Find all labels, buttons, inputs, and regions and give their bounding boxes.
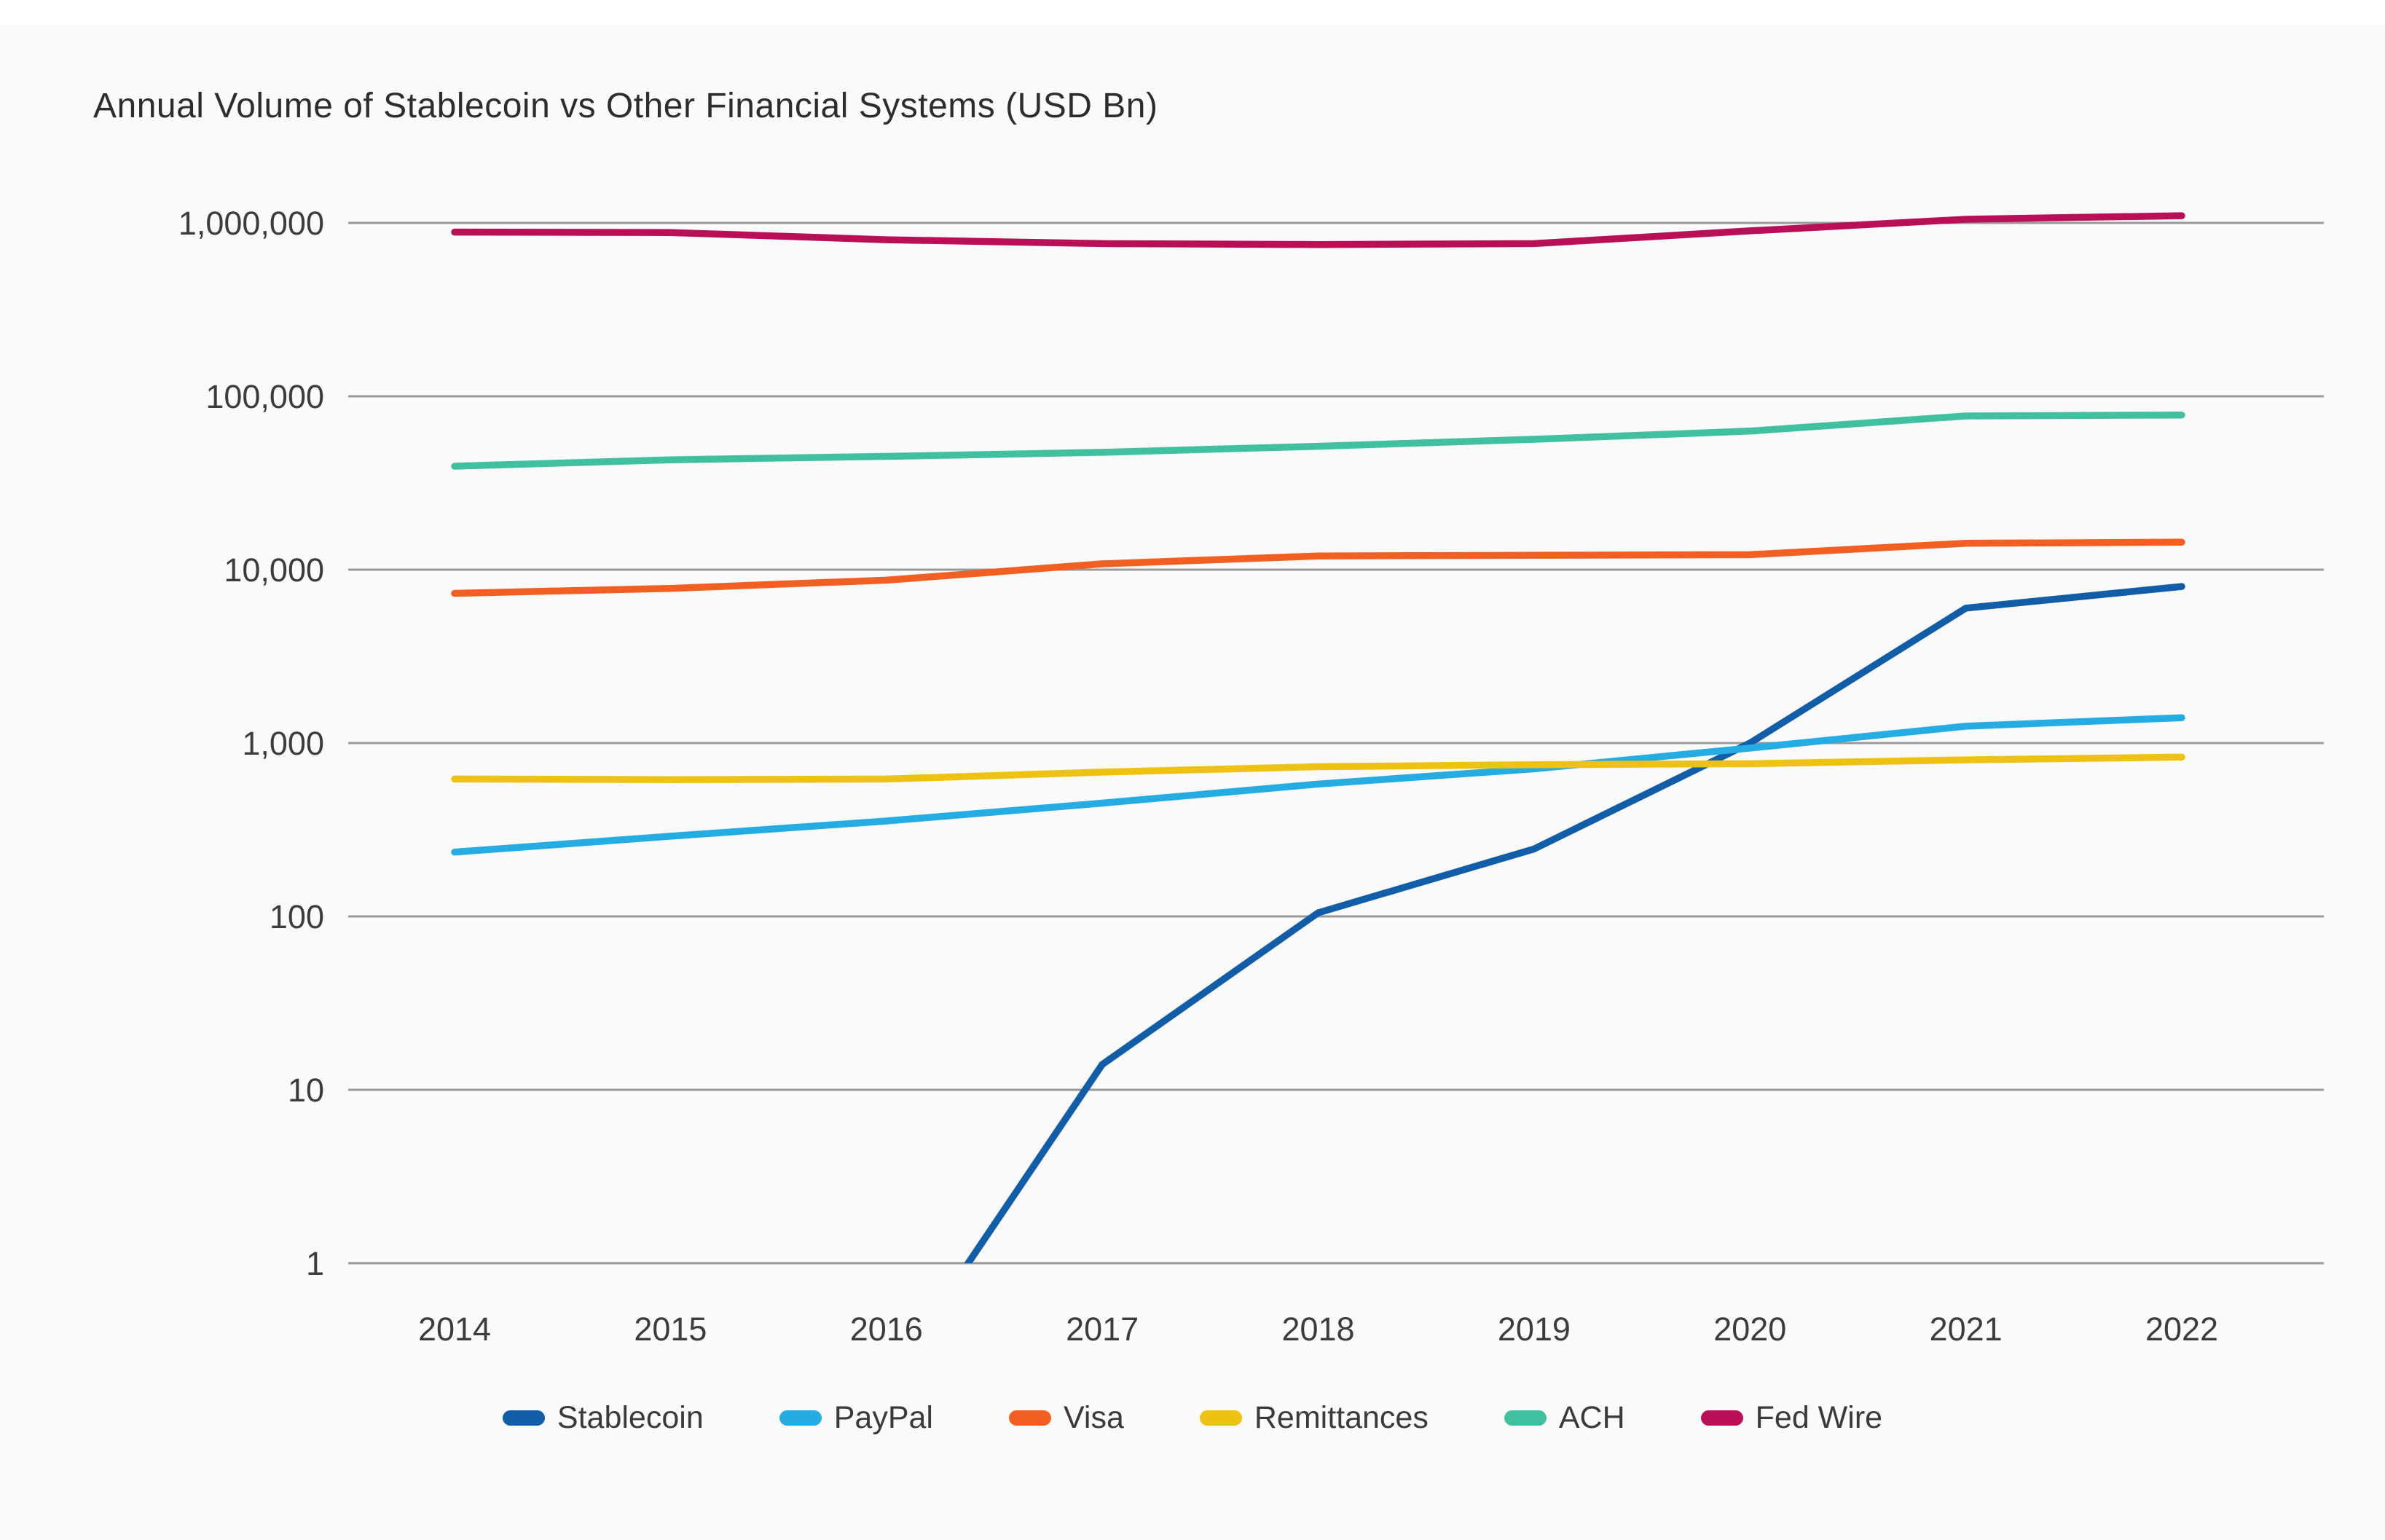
x-tick-label: 2021 xyxy=(1930,1311,2003,1348)
legend-swatch-ach xyxy=(1504,1410,1547,1426)
legend-swatch-remittances xyxy=(1199,1410,1242,1426)
legend-item-paypal[interactable]: PayPal xyxy=(779,1400,933,1436)
x-tick-label: 2019 xyxy=(1498,1311,1571,1348)
x-tick-label: 2014 xyxy=(418,1311,491,1348)
y-tick-label: 1,000,000 xyxy=(178,205,324,242)
legend-label-stablecoin: Stablecoin xyxy=(557,1400,704,1435)
legend-item-stablecoin[interactable]: Stablecoin xyxy=(502,1400,704,1436)
x-tick-label: 2017 xyxy=(1066,1311,1139,1348)
legend-item-remittances[interactable]: Remittances xyxy=(1199,1400,1429,1436)
series-line-stablecoin xyxy=(964,583,2185,1263)
legend: Stablecoin PayPal Visa Remittances ACH Fed Wi… xyxy=(0,1400,2385,1436)
y-tick-label: 1,000 xyxy=(242,725,324,762)
y-tick-label: 1 xyxy=(306,1245,324,1282)
legend-item-fed-wire[interactable]: Fed Wire xyxy=(1700,1400,1883,1436)
legend-label-paypal: PayPal xyxy=(833,1400,933,1435)
legend-label-remittances: Remittances xyxy=(1254,1400,1429,1435)
series-line-paypal xyxy=(451,714,2185,856)
y-tick-label: 100 xyxy=(270,898,324,935)
y-tick-label: 10,000 xyxy=(224,551,324,589)
legend-swatch-stablecoin xyxy=(502,1410,545,1426)
y-tick-label: 100,000 xyxy=(205,378,324,415)
x-tick-label: 2020 xyxy=(1713,1311,1786,1348)
y-tick-label: 10 xyxy=(288,1072,324,1109)
x-tick-label: 2022 xyxy=(2145,1311,2218,1348)
top-strip xyxy=(0,0,2385,25)
legend-swatch-paypal xyxy=(779,1410,822,1426)
x-tick-label: 2016 xyxy=(850,1311,923,1348)
legend-label-visa: Visa xyxy=(1063,1400,1124,1435)
x-tick-label: 2015 xyxy=(634,1311,707,1348)
chart-title: Annual Volume of Stablecoin vs Other Fin… xyxy=(93,87,1158,125)
legend-item-visa[interactable]: Visa xyxy=(1008,1400,1124,1436)
series-line-remittances xyxy=(451,753,2185,783)
series-line-fed-wire xyxy=(451,212,2185,248)
legend-item-ach[interactable]: ACH xyxy=(1504,1400,1625,1436)
legend-label-fed-wire: Fed Wire xyxy=(1755,1400,1883,1435)
legend-label-ach: ACH xyxy=(1558,1400,1625,1435)
legend-swatch-fed-wire xyxy=(1700,1410,1743,1426)
series-line-visa xyxy=(451,538,2185,597)
x-tick-label: 2018 xyxy=(1281,1311,1354,1348)
legend-swatch-visa xyxy=(1008,1410,1051,1426)
series-line-ach xyxy=(451,411,2185,470)
